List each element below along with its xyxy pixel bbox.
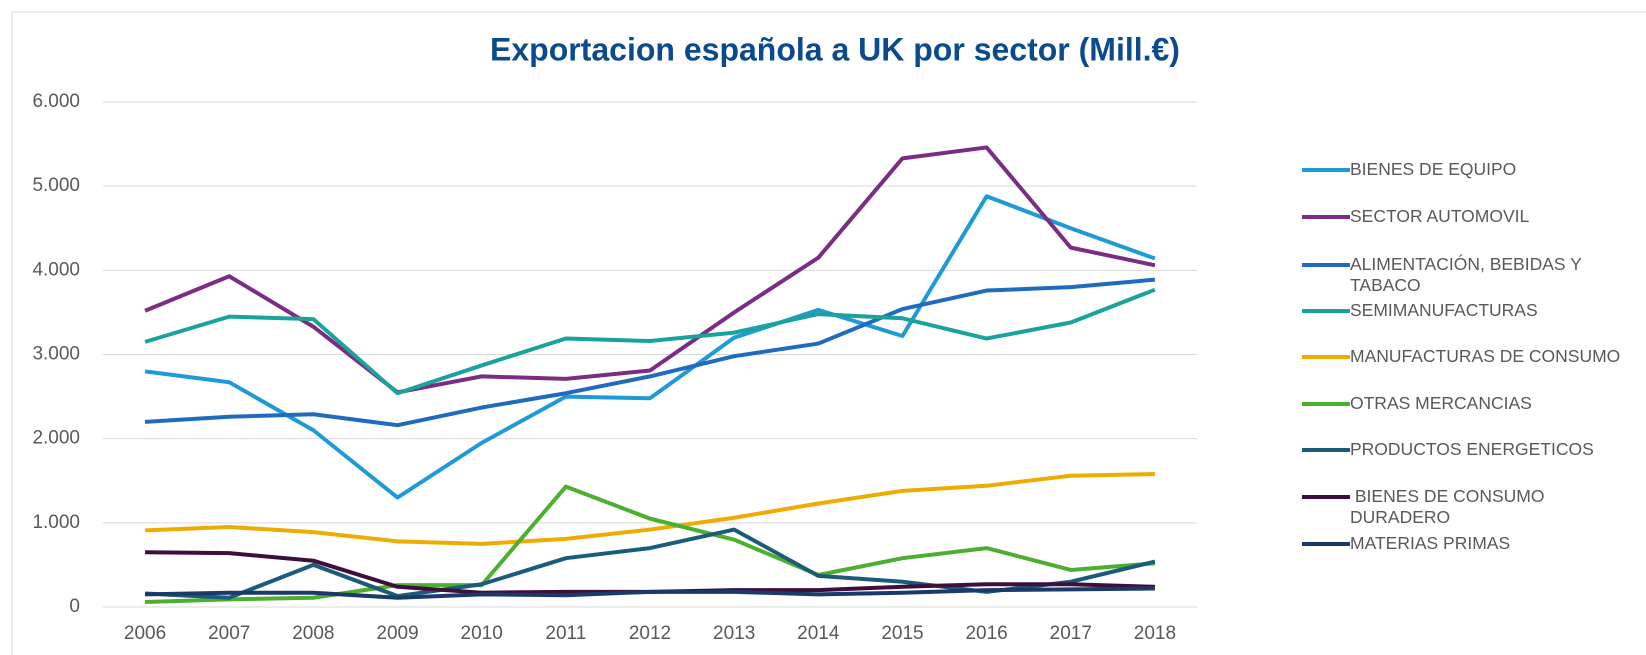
legend-swatch: [1302, 542, 1350, 546]
x-tick-label: 2008: [292, 623, 334, 644]
x-tick-label: 2011: [545, 623, 586, 644]
chart-title: Exportacion española a UK por sector (Mi…: [490, 31, 1180, 67]
legend-item: MATERIAS PRIMAS: [1302, 533, 1635, 554]
x-tick-label: 2013: [713, 623, 755, 644]
legend-item: SECTOR AUTOMOVIL: [1302, 206, 1635, 227]
legend-label: OTRAS MERCANCIAS: [1350, 393, 1532, 413]
legend-item: BIENES DE CONSUMO DURADERO: [1302, 486, 1635, 528]
legend-label: SECTOR AUTOMOVIL: [1350, 206, 1530, 226]
x-tick-label: 2010: [461, 623, 503, 644]
y-tick-label: 3.000: [32, 344, 80, 365]
legend-label: MATERIAS PRIMAS: [1350, 533, 1511, 553]
legend-item: ALIMENTACIÓN, BEBIDAS Y TABACO: [1302, 254, 1635, 296]
y-tick-label: 0: [69, 596, 80, 617]
legend-label: SEMIMANUFACTURAS: [1350, 300, 1538, 320]
legend-item: BIENES DE EQUIPO: [1302, 159, 1635, 180]
legend-swatch: [1302, 215, 1350, 219]
legend-item: OTRAS MERCANCIAS: [1302, 393, 1635, 414]
series-line: [145, 484, 1156, 604]
legend-label: PRODUCTOS ENERGETICOS: [1350, 439, 1594, 459]
y-tick-label: 6.000: [32, 91, 80, 112]
y-tick-label: 2.000: [32, 428, 80, 449]
legend-label: MANUFACTURAS DE CONSUMO: [1350, 346, 1621, 366]
legend-label: BIENES DE EQUIPO: [1350, 159, 1517, 179]
x-tick-label: 2017: [1050, 623, 1092, 644]
series-line: [144, 472, 1155, 546]
series-line: [144, 194, 1156, 500]
x-tick-label: 2018: [1134, 623, 1176, 644]
x-tick-label: 2012: [629, 623, 671, 644]
legend-swatch: [1302, 402, 1350, 406]
legend-item: PRODUCTOS ENERGETICOS: [1302, 439, 1635, 460]
series-line: [145, 586, 1155, 600]
y-tick-label: 4.000: [32, 259, 80, 280]
legend-swatch: [1302, 495, 1350, 499]
x-tick-label: 2015: [881, 623, 923, 644]
x-tick-label: 2014: [797, 623, 840, 644]
legend-label: BIENES DE CONSUMO DURADERO: [1350, 486, 1550, 527]
legend-label: ALIMENTACIÓN, BEBIDAS Y TABACO: [1350, 254, 1587, 295]
x-tick-label: 2009: [376, 623, 418, 644]
legend-swatch: [1302, 309, 1350, 313]
x-tick-label: 2006: [124, 623, 166, 644]
legend-swatch: [1302, 168, 1350, 172]
x-tick-label: 2016: [965, 623, 1007, 644]
legend-swatch: [1302, 263, 1350, 267]
legend-item: SEMIMANUFACTURAS: [1302, 300, 1635, 321]
series-line: [144, 287, 1156, 396]
legend-swatch: [1302, 448, 1350, 452]
x-tick-label: 2007: [208, 623, 250, 644]
series-line: [144, 145, 1156, 395]
series-line: [144, 527, 1156, 600]
y-tick-label: 5.000: [32, 175, 80, 196]
series-line: [144, 277, 1156, 428]
chart-frame: [11, 11, 1646, 655]
y-tick-label: 1.000: [32, 512, 80, 533]
legend-item: MANUFACTURAS DE CONSUMO: [1302, 346, 1635, 367]
legend-swatch: [1302, 355, 1350, 359]
